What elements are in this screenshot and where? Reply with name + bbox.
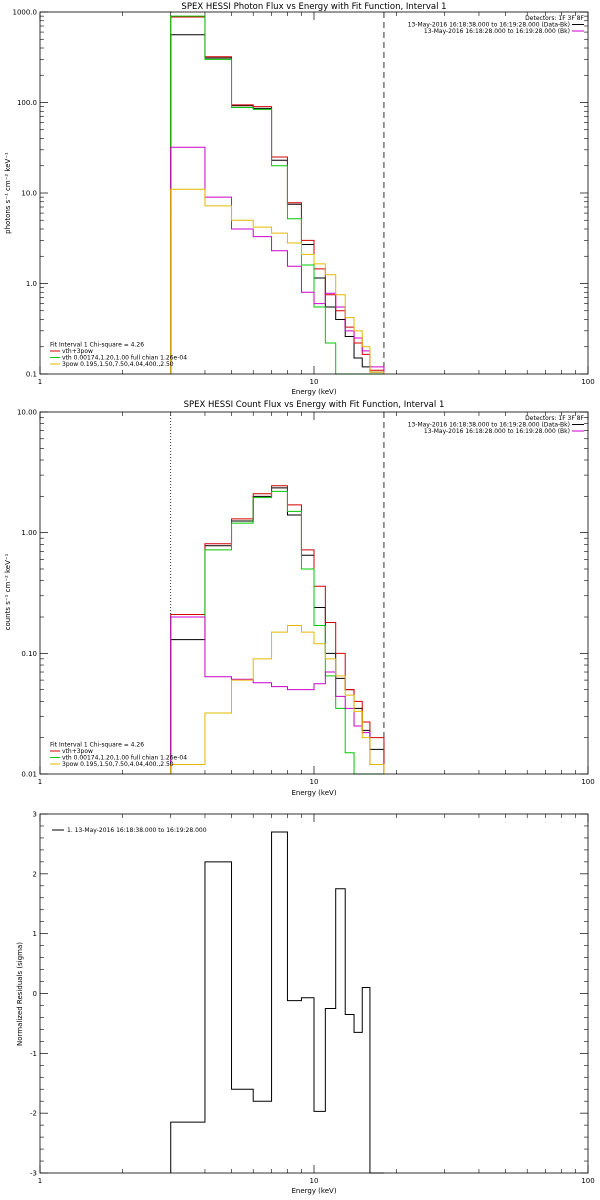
y-tick-label: 10.00	[17, 409, 37, 417]
x-tick-label: 100	[581, 778, 594, 786]
legend-entry: vth+3pow	[62, 748, 93, 755]
y-tick-label: 1.0	[26, 280, 37, 288]
x-axis-label: Energy (keV)	[291, 388, 336, 396]
fit-range-markers	[170, 412, 385, 774]
info-line: Detectors: 1F 3F 8F	[525, 415, 584, 422]
y-tick-label: 1	[33, 930, 37, 938]
y-tick-label: -2	[30, 1110, 37, 1118]
photon-flux-panel: SPEX HESSI Photon Flux vs Energy with Fi…	[4, 2, 595, 396]
info-line: 13-May-2016 16:18:28.000 to 16:19:28.000…	[424, 428, 570, 435]
count-flux-panel: SPEX HESSI Count Flux vs Energy with Fit…	[4, 400, 595, 797]
y-tick-label: 100.0	[17, 99, 37, 107]
y-tick-label: -3	[30, 1170, 37, 1178]
info-line: Detectors: 1F 3F 8F	[525, 15, 584, 22]
y-tick-label: 1.00	[21, 529, 37, 537]
y-tick-label: 0.10	[21, 650, 37, 658]
plot-frame	[39, 813, 589, 1174]
x-axis-label: Energy (keV)	[291, 1187, 336, 1195]
y-tick-label: 0.01	[21, 771, 37, 779]
info-line: 13-May-2016 16:18:28.000 to 16:19:28.000…	[424, 28, 570, 35]
series-line-4	[170, 188, 385, 374]
legend-entry: vth 0.00174,1.20,1.00 full chian 1.26e-0…	[62, 755, 187, 762]
y-axis-label: Normalized Residuals (sigma)	[16, 942, 24, 1046]
y-tick-label: 1000.0	[13, 9, 38, 17]
info-line: 13-May-2016 16:18:38.000 to 16:19:28.000…	[408, 422, 570, 429]
spectra-lines	[170, 485, 385, 775]
legend-title: Fit Interval 1 Chi-square = 4.26	[50, 342, 144, 349]
legend: Fit Interval 1 Chi-square = 4.26vth+3pow…	[50, 742, 187, 768]
x-tick-label: 1	[38, 1177, 42, 1185]
x-tick-label: 1	[38, 378, 42, 386]
y-tick-label: 10.0	[21, 190, 37, 198]
axis-ticks: 1 10 100 -3 -2 -1 0 1 2 3	[30, 811, 595, 1186]
legend: 1. 13-May-2016 16:18:38.000 to 16:19:28.…	[52, 827, 207, 834]
x-axis-label: Energy (keV)	[291, 789, 336, 797]
x-tick-label: 1	[38, 778, 42, 786]
y-axis-label: counts s⁻¹ cm⁻² keV⁻¹	[4, 553, 12, 630]
y-tick-label: 0	[33, 990, 37, 998]
legend-entry: 1. 13-May-2016 16:18:38.000 to 16:19:28.…	[67, 827, 207, 834]
legend: Fit Interval 1 Chi-square = 4.26vth+3pow…	[50, 342, 187, 368]
x-tick-label: 100	[581, 378, 594, 386]
y-tick-label: 2	[33, 870, 37, 878]
y-tick-label: 0.1	[26, 371, 37, 379]
legend-title: Fit Interval 1 Chi-square = 4.26	[50, 742, 144, 749]
series-line-4	[170, 625, 385, 774]
residuals-panel: Energy (keV) Normalized Residuals (sigma…	[16, 811, 595, 1196]
y-tick-label: -1	[30, 1050, 37, 1058]
legend-entry: vth 0.00174,1.20,1.00 full chian 1.26e-0…	[62, 355, 187, 362]
chart-title: SPEX HESSI Photon Flux vs Energy with Fi…	[181, 2, 446, 12]
series-line-2	[170, 490, 384, 775]
x-tick-label: 100	[581, 1177, 594, 1185]
y-tick-label: 3	[33, 811, 37, 819]
plot-frame	[39, 11, 589, 375]
residual-line	[170, 831, 384, 1174]
x-tick-label: 10	[310, 378, 319, 386]
chart-title: SPEX HESSI Count Flux vs Energy with Fit…	[184, 400, 445, 410]
legend-entry: 3pow 0.195,1.50,7.50,4.04,400.,2.50	[62, 361, 174, 368]
legend-entry: 3pow 0.195,1.50,7.50,4.04,400.,2.50	[62, 761, 174, 768]
info-line: 13-May-2016 16:18:38.000 to 16:19:28.000…	[408, 22, 570, 29]
y-axis-label: photons s⁻¹ cm⁻² keV⁻¹	[4, 152, 12, 234]
series-line-0	[170, 831, 384, 1174]
plot-frame	[39, 411, 589, 775]
legend-entry: vth+3pow	[62, 348, 93, 355]
x-tick-label: 10	[310, 1177, 319, 1185]
x-tick-label: 10	[310, 778, 319, 786]
